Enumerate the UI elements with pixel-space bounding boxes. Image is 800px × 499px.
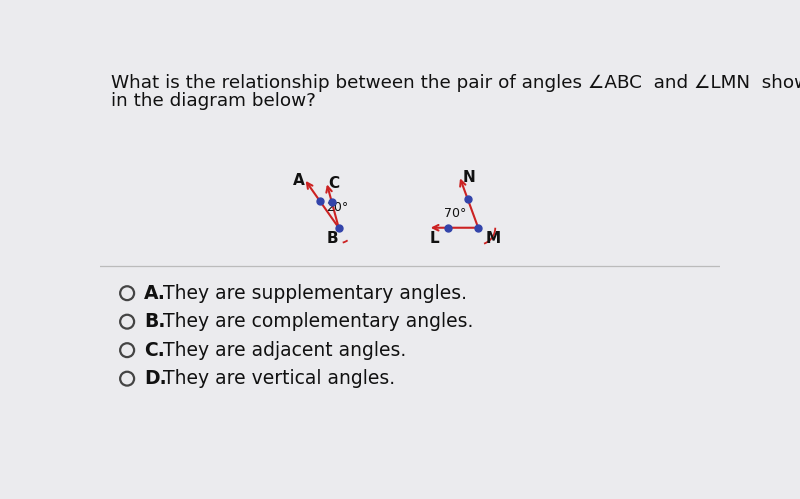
Text: 20°: 20° (326, 201, 348, 214)
Text: They are vertical angles.: They are vertical angles. (162, 369, 395, 388)
Text: 70°: 70° (445, 207, 467, 220)
Text: What is the relationship between the pair of angles ∠ABC  and ∠LMN  shown: What is the relationship between the pai… (111, 74, 800, 92)
Text: M: M (486, 231, 501, 246)
Text: They are supplementary angles.: They are supplementary angles. (162, 284, 466, 303)
Text: L: L (430, 231, 439, 246)
Text: D.: D. (144, 369, 167, 388)
Text: They are complementary angles.: They are complementary angles. (162, 312, 473, 331)
Text: C: C (329, 176, 340, 191)
Text: B.: B. (144, 312, 166, 331)
Text: They are adjacent angles.: They are adjacent angles. (162, 341, 406, 360)
Text: in the diagram below?: in the diagram below? (111, 92, 316, 110)
Text: N: N (462, 170, 475, 185)
Text: B: B (326, 231, 338, 246)
Text: A: A (293, 173, 305, 188)
Text: C.: C. (144, 341, 165, 360)
Text: A.: A. (144, 284, 166, 303)
